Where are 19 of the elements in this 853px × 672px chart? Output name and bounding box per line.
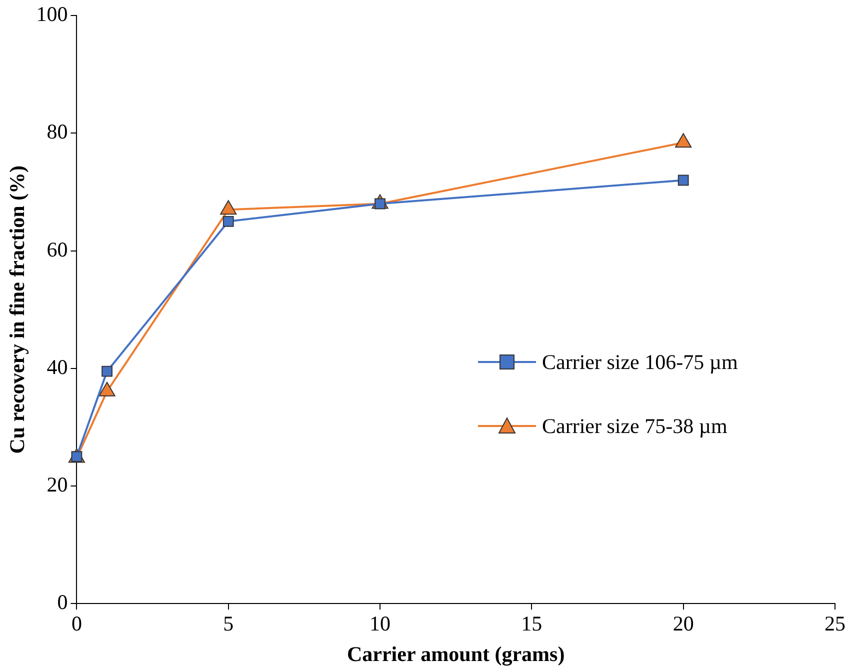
- point: [102, 366, 112, 377]
- y-tick-label: 100: [36, 2, 68, 26]
- x-tick-label: 20: [672, 612, 694, 636]
- y-tick-label: 40: [46, 354, 68, 379]
- x-tick-label: 15: [521, 612, 542, 636]
- y-axis-title: Cu recovery in fine fraction (%): [5, 165, 30, 454]
- x-tick-label: 10: [370, 612, 391, 636]
- point: [675, 133, 692, 148]
- x-axis-title: Carrier amount (grams): [346, 642, 565, 666]
- point: [220, 200, 237, 215]
- y-tick-label: 80: [46, 120, 68, 144]
- y-tick-label: 60: [46, 237, 68, 262]
- x-tick-label: 25: [824, 612, 846, 636]
- point: [222, 216, 234, 227]
- legend-label: Carrier size 75-38 µm: [542, 414, 728, 438]
- legend-label: Carrier size 106-75 µm: [542, 350, 738, 374]
- y-tick-label: 20: [46, 472, 68, 497]
- y-tick-label: 0: [57, 590, 68, 614]
- x-tick-label: 5: [223, 612, 234, 636]
